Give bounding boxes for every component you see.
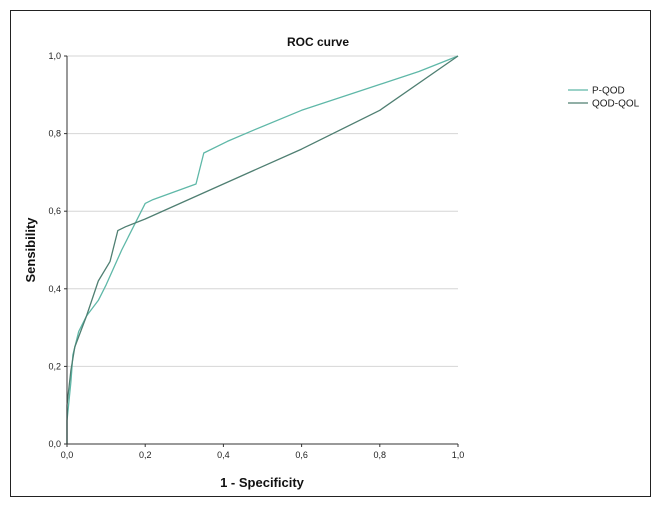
series-line-2 — [66, 55, 459, 444]
x-tick-label: 0,2 — [139, 450, 152, 460]
series-lines — [66, 55, 459, 444]
legend-label-1: P-QOD — [592, 86, 625, 97]
legend: P-QOD QOD-QOL — [568, 86, 640, 110]
y-axis-ticks: 0,0 0,2 0,4 0,6 0,8 1,0 — [48, 51, 67, 449]
y-tick-label: 0,2 — [48, 361, 61, 371]
plot-area — [67, 56, 458, 444]
chart-title: ROC curve — [287, 35, 349, 49]
x-axis-title: 1 - Specificity — [220, 475, 305, 490]
legend-label-2: QOD-QOL — [592, 99, 640, 110]
y-tick-label: 1,0 — [48, 51, 61, 61]
y-tick-label: 0,0 — [48, 439, 61, 449]
x-tick-label: 0,0 — [61, 450, 74, 460]
x-tick-label: 0,8 — [374, 450, 387, 460]
x-tick-label: 0,6 — [295, 450, 308, 460]
y-axis-title: Sensibility — [23, 217, 38, 283]
y-tick-label: 0,4 — [48, 284, 61, 294]
grid-lines — [67, 55, 458, 367]
x-tick-label: 1,0 — [452, 450, 465, 460]
y-tick-label: 0,6 — [48, 206, 61, 216]
x-tick-label: 0,4 — [217, 450, 230, 460]
y-tick-label: 0,8 — [48, 129, 61, 139]
